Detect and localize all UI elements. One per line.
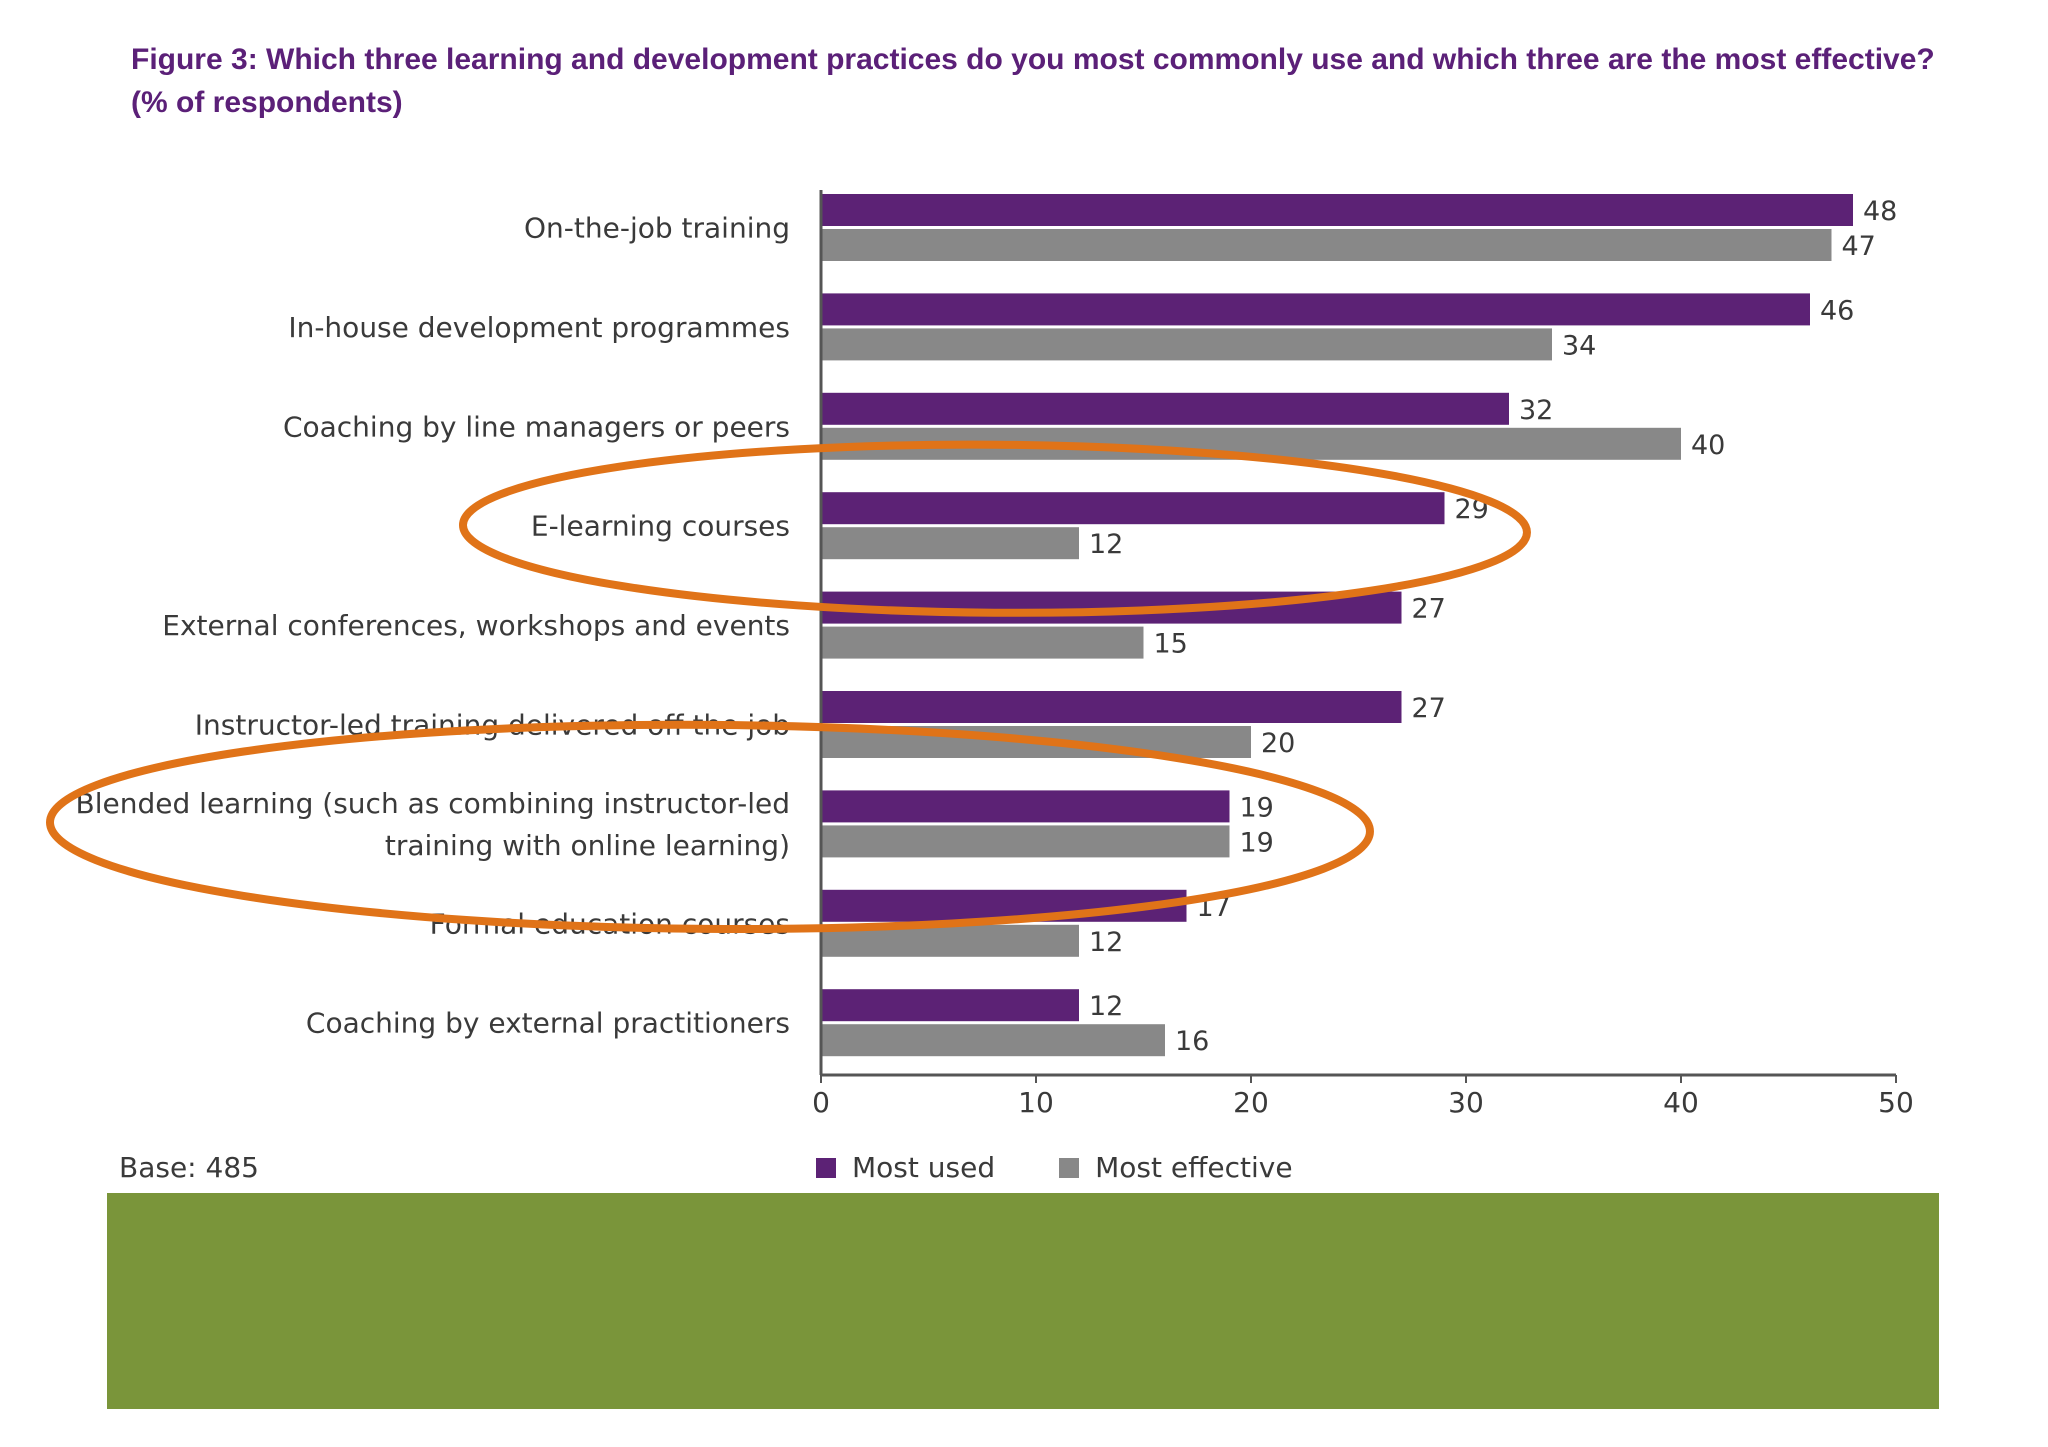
- chart-title-line-2: (% of respondents): [131, 86, 403, 119]
- bar-most-used-blended-learning-such-as-combining-instructor-led-training-with-online-learning: [821, 790, 1230, 823]
- legend: Most used Most effective: [816, 1151, 1357, 1184]
- bar-most-used-on-the-job-training: [821, 194, 1853, 226]
- x-tick-label-50: 50: [1878, 1086, 1914, 1119]
- category-label-blended-learning-such-as-combining-instructor-led-training-with-online-learning-line-2: training with online learning): [385, 829, 790, 862]
- bar-most-effective-on-the-job-training: [821, 229, 1832, 261]
- axes-group: 0 10 20 30 40 50: [812, 190, 1914, 1119]
- value-label-most-effective-e-learning-courses: 12: [1089, 529, 1123, 560]
- value-label-most-effective-on-the-job-training: 47: [1842, 231, 1876, 262]
- category-label-on-the-job-training: On-the-job training: [524, 212, 790, 245]
- value-label-most-effective-instructor-led-training-delivered-off-the-job: 20: [1261, 728, 1295, 759]
- labels-group: 48 47 On-the-job training 46 34 In-house deve…: [76, 196, 1898, 1057]
- bars-group: [821, 194, 1853, 1057]
- value-label-most-effective-external-conferences-workshops-and-events: 15: [1154, 629, 1188, 660]
- highlight-ellipses-group: [45, 440, 1531, 934]
- value-label-most-used-instructor-led-training-delivered-off-the-job: 27: [1412, 693, 1446, 724]
- bar-most-effective-e-learning-courses: [821, 527, 1079, 560]
- value-label-most-used-coaching-by-external-practitioners: 12: [1089, 991, 1123, 1022]
- category-label-coaching-by-external-practitioners: Coaching by external practitioners: [306, 1007, 790, 1040]
- x-tick-label-20: 20: [1233, 1086, 1269, 1119]
- value-label-most-effective-coaching-by-external-practitioners: 16: [1175, 1026, 1209, 1057]
- legend-swatch-most-used: [816, 1157, 836, 1178]
- category-label-e-learning-courses: E-learning courses: [531, 510, 790, 543]
- chart-title-line-1: Figure 3: Which three learning and devel…: [131, 43, 1935, 76]
- legend-label-most-effective: Most effective: [1095, 1151, 1293, 1184]
- highlight-ellipse-blended-learning-such-as-combining-instructor-led-training-with-online-learning: [45, 720, 1374, 934]
- legend-item-most-effective: Most effective: [1059, 1151, 1293, 1184]
- bar-most-effective-external-conferences-workshops-and-events: [821, 626, 1144, 659]
- value-label-most-used-external-conferences-workshops-and-events: 27: [1412, 594, 1446, 625]
- chart-title: Figure 3: Which three learning and devel…: [131, 38, 1951, 124]
- value-label-most-effective-coaching-by-line-managers-or-peers: 40: [1691, 430, 1725, 461]
- category-label-blended-learning-such-as-combining-instructor-led-training-with-online-learning-line-1: Blended learning (such as combining inst…: [76, 787, 790, 820]
- bar-most-used-e-learning-courses: [821, 492, 1445, 525]
- green-footer-band: [107, 1193, 1939, 1409]
- x-tick-label-40: 40: [1663, 1086, 1699, 1119]
- x-tick-label-30: 30: [1448, 1086, 1484, 1119]
- x-tick-label-0: 0: [812, 1086, 830, 1119]
- x-tick-label-10: 10: [1018, 1086, 1054, 1119]
- legend-item-most-used: Most used: [816, 1151, 995, 1184]
- value-label-most-used-in-house-development-programmes: 46: [1820, 295, 1854, 326]
- bar-most-effective-in-house-development-programmes: [821, 328, 1552, 361]
- value-label-most-used-coaching-by-line-managers-or-peers: 32: [1519, 395, 1553, 426]
- bar-most-effective-coaching-by-external-practitioners: [821, 1024, 1165, 1057]
- bar-most-used-coaching-by-external-practitioners: [821, 989, 1079, 1022]
- value-label-most-used-blended-learning-such-as-combining-instructor-led-training-with-online-learning: 19: [1240, 792, 1274, 823]
- category-label-external-conferences-workshops-and-events: External conferences, workshops and even…: [162, 609, 790, 642]
- legend-label-most-used: Most used: [852, 1151, 996, 1184]
- bar-most-used-coaching-by-line-managers-or-peers: [821, 392, 1509, 425]
- value-label-most-effective-blended-learning-such-as-combining-instructor-led-training-with-online-learning: 19: [1240, 827, 1274, 858]
- bar-most-used-in-house-development-programmes: [821, 293, 1810, 326]
- highlight-ellipse-e-learning-courses: [458, 440, 1531, 617]
- base-note: Base: 485: [119, 1151, 259, 1184]
- category-label-coaching-by-line-managers-or-peers: Coaching by line managers or peers: [283, 410, 790, 443]
- category-label-in-house-development-programmes: In-house development programmes: [288, 311, 790, 344]
- value-label-most-used-on-the-job-training: 48: [1863, 196, 1897, 227]
- legend-swatch-most-effective: [1059, 1157, 1080, 1178]
- bar-most-effective-blended-learning-such-as-combining-instructor-led-training-with-online-learning: [821, 825, 1230, 858]
- bar-most-used-instructor-led-training-delivered-off-the-job: [821, 691, 1402, 723]
- value-label-most-effective-formal-education-courses: 12: [1089, 927, 1123, 958]
- value-label-most-effective-in-house-development-programmes: 34: [1562, 330, 1596, 361]
